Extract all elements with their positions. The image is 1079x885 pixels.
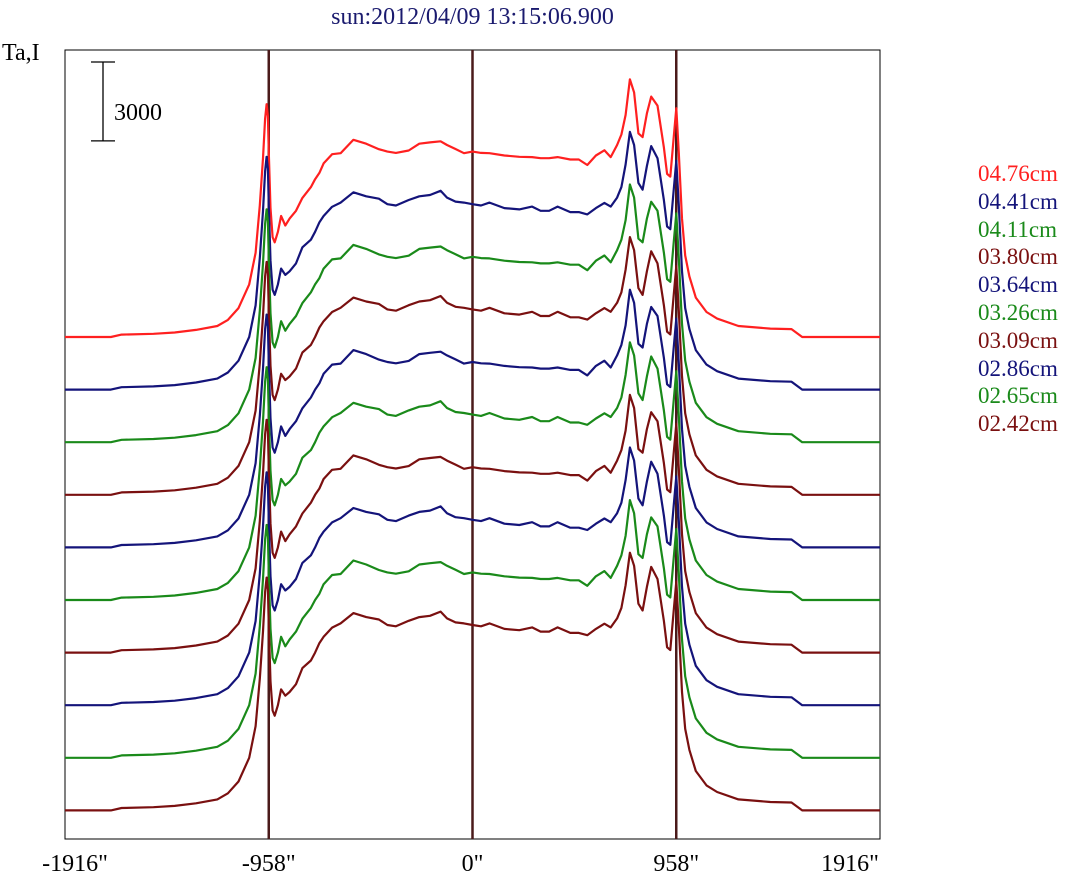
series-line-02.42cm <box>65 551 880 812</box>
reference-lines <box>267 50 678 839</box>
legend-item-03.26cm: 03.26cm <box>978 299 1058 325</box>
series-line-03.26cm <box>65 341 880 602</box>
series-line-04.11cm <box>65 183 880 444</box>
series-line-02.65cm <box>65 499 880 759</box>
scale-bar <box>91 61 115 142</box>
x-tick-label: 958" <box>653 851 700 877</box>
y-axis-label: Ta,I <box>2 40 40 66</box>
x-tick-label: -958" <box>241 851 296 877</box>
series-line-04.76cm <box>65 78 880 339</box>
legend-item-04.41cm: 04.41cm <box>978 188 1058 214</box>
x-tick-label: -1916" <box>42 851 108 877</box>
chart-title: sun:2012/04/09 13:15:06.900 <box>331 4 614 30</box>
series-line-03.80cm <box>65 236 880 496</box>
legend-item-04.11cm: 04.11cm <box>978 216 1057 242</box>
x-tick-label: 0" <box>461 851 484 877</box>
series-group <box>65 78 880 812</box>
legend-item-03.80cm: 03.80cm <box>978 244 1058 270</box>
series-line-03.64cm <box>65 288 880 549</box>
legend-item-03.09cm: 03.09cm <box>978 327 1058 353</box>
legend-item-02.42cm: 02.42cm <box>978 411 1058 437</box>
series-line-04.41cm <box>65 130 880 391</box>
legend: 04.76cm 04.41cm 04.11cm 03.80cm 03.64cm 03.26… <box>978 160 1079 438</box>
x-tick-label: 1916" <box>821 851 879 877</box>
legend-item-04.76cm: 04.76cm <box>978 161 1058 186</box>
scale-bar-label: 3000 <box>114 100 162 126</box>
legend-item-02.65cm: 02.65cm <box>978 383 1058 409</box>
legend-item-02.86cm: 02.86cm <box>978 355 1058 381</box>
legend-item-03.64cm: 03.64cm <box>978 272 1058 298</box>
series-line-03.09cm <box>65 393 880 654</box>
series-line-02.86cm <box>65 446 880 707</box>
